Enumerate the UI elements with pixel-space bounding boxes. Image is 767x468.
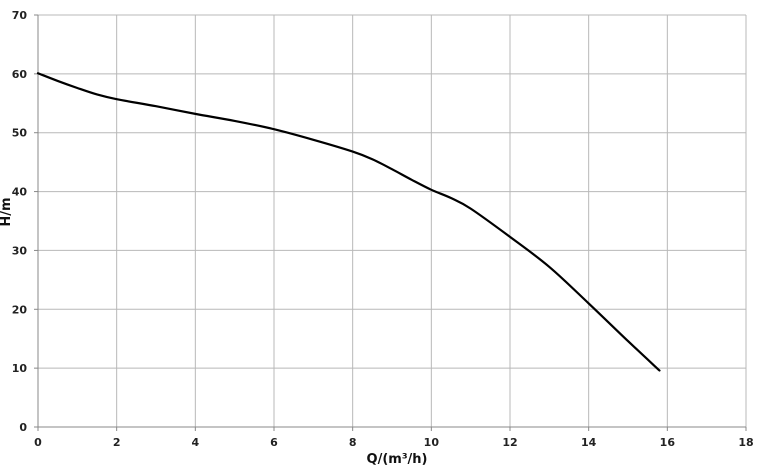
x-tick-label: 12 — [502, 436, 517, 449]
y-tick-label: 10 — [12, 362, 28, 375]
grid — [38, 14, 747, 427]
x-tick-label: 8 — [349, 436, 357, 449]
y-axis-tick-labels: 0 10 20 30 40 50 60 70 — [12, 9, 28, 434]
y-axis-label: H/m — [0, 197, 14, 226]
y-tick-label: 0 — [19, 421, 27, 434]
series-layer — [36, 72, 661, 372]
x-tick-label: 10 — [424, 436, 440, 449]
x-axis-label: Q/(m³/h) — [367, 452, 428, 467]
y-tick-label: 60 — [12, 68, 28, 81]
axes — [34, 14, 747, 431]
series-line — [36, 72, 661, 372]
x-tick-label: 18 — [738, 436, 753, 449]
y-tick-label: 40 — [12, 186, 28, 199]
y-tick-label: 70 — [12, 9, 28, 22]
x-tick-label: 0 — [34, 436, 42, 449]
x-tick-label: 4 — [192, 436, 200, 449]
y-tick-label: 30 — [12, 244, 28, 257]
x-tick-label: 2 — [113, 436, 121, 449]
y-tick-label: 50 — [12, 127, 28, 140]
x-axis-tick-labels: 0 2 4 6 8 10 12 14 16 18 — [34, 436, 753, 449]
x-tick-label: 14 — [581, 436, 597, 449]
y-tick-label: 20 — [12, 303, 28, 316]
x-tick-label: 16 — [660, 436, 676, 449]
x-tick-label: 6 — [270, 436, 278, 449]
